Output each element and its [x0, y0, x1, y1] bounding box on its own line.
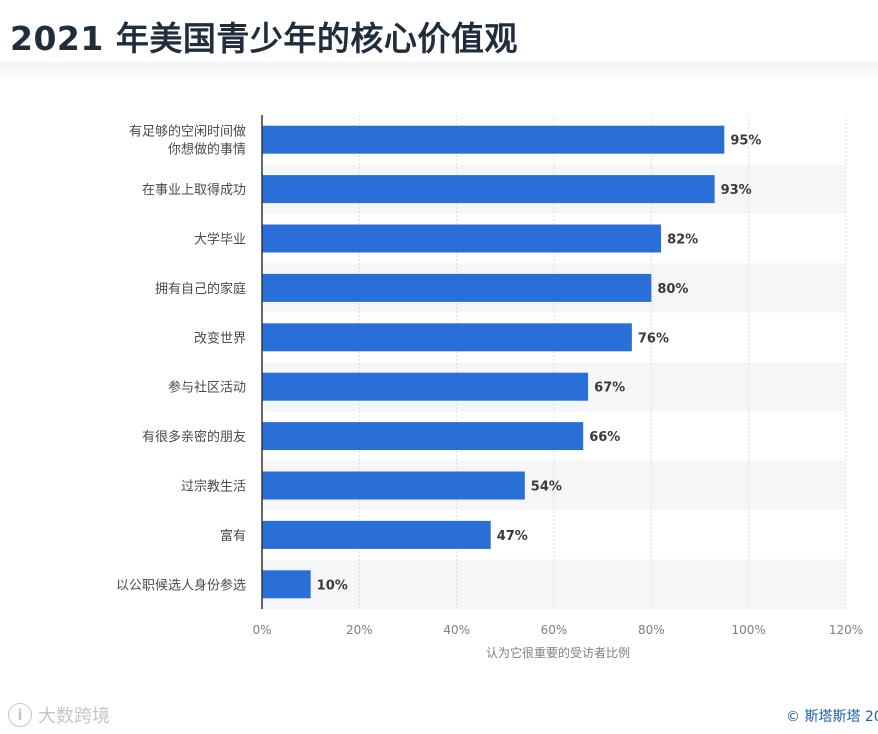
x-tick-label: 40% — [443, 623, 470, 637]
value-label: 54% — [531, 480, 562, 495]
bar — [262, 570, 311, 599]
bar — [262, 520, 491, 549]
title-divider — [0, 62, 878, 82]
bar — [262, 273, 652, 302]
x-tick-label: 120% — [829, 623, 863, 637]
value-label: 76% — [638, 331, 669, 346]
category-label: 有足够的空闲时间做你想做的事情 — [129, 124, 246, 158]
category-label: 拥有自己的家庭 — [155, 281, 246, 297]
category-label: 过宗教生活 — [181, 479, 246, 495]
category-label: 富有 — [220, 528, 246, 544]
x-tick-label: 20% — [346, 623, 373, 637]
chart-card: 95% 有足够的空闲时间做你想做的事情 93% 在事业上取得成功 82% 大学毕业 80% 拥… — [0, 78, 878, 698]
x-tick-label: 60% — [541, 623, 568, 637]
page-title: 2021 年美国青少年的核心价值观 — [10, 19, 518, 58]
bar — [262, 422, 584, 451]
bar — [262, 471, 525, 500]
watermark: i 大数跨境 — [8, 702, 110, 728]
value-label: 47% — [497, 529, 528, 544]
category-label: 参与社区活动 — [168, 380, 246, 396]
category-label: 在事业上取得成功 — [142, 182, 246, 198]
bar — [262, 224, 662, 253]
bar — [262, 175, 715, 204]
value-label: 82% — [667, 233, 698, 248]
bar-chart: 95% 有足够的空闲时间做你想做的事情 93% 在事业上取得成功 82% 大学毕业 80% 拥… — [116, 115, 863, 660]
x-tick-label: 0% — [252, 623, 271, 637]
x-axis-title: 认为它很重要的受访者比例 — [486, 645, 630, 660]
bar — [262, 372, 589, 401]
value-label: 66% — [589, 430, 620, 445]
value-label: 10% — [317, 578, 348, 593]
value-label: 80% — [657, 282, 688, 297]
category-label: 大学毕业 — [194, 232, 246, 248]
value-label: 95% — [730, 134, 761, 149]
source-credit[interactable]: © 斯塔斯塔 20 — [786, 709, 878, 725]
watermark-logo-icon: i — [8, 703, 32, 727]
watermark-text: 大数跨境 — [38, 706, 110, 727]
value-label: 67% — [594, 381, 625, 396]
value-label: 93% — [721, 183, 752, 198]
x-tick-label: 100% — [732, 623, 766, 637]
bar — [262, 125, 725, 154]
category-label: 以公职候选人身份参选 — [116, 577, 246, 593]
bar — [262, 323, 632, 352]
category-label: 改变世界 — [194, 330, 246, 346]
category-label: 有很多亲密的朋友 — [142, 429, 246, 445]
x-tick-label: 80% — [638, 623, 665, 637]
